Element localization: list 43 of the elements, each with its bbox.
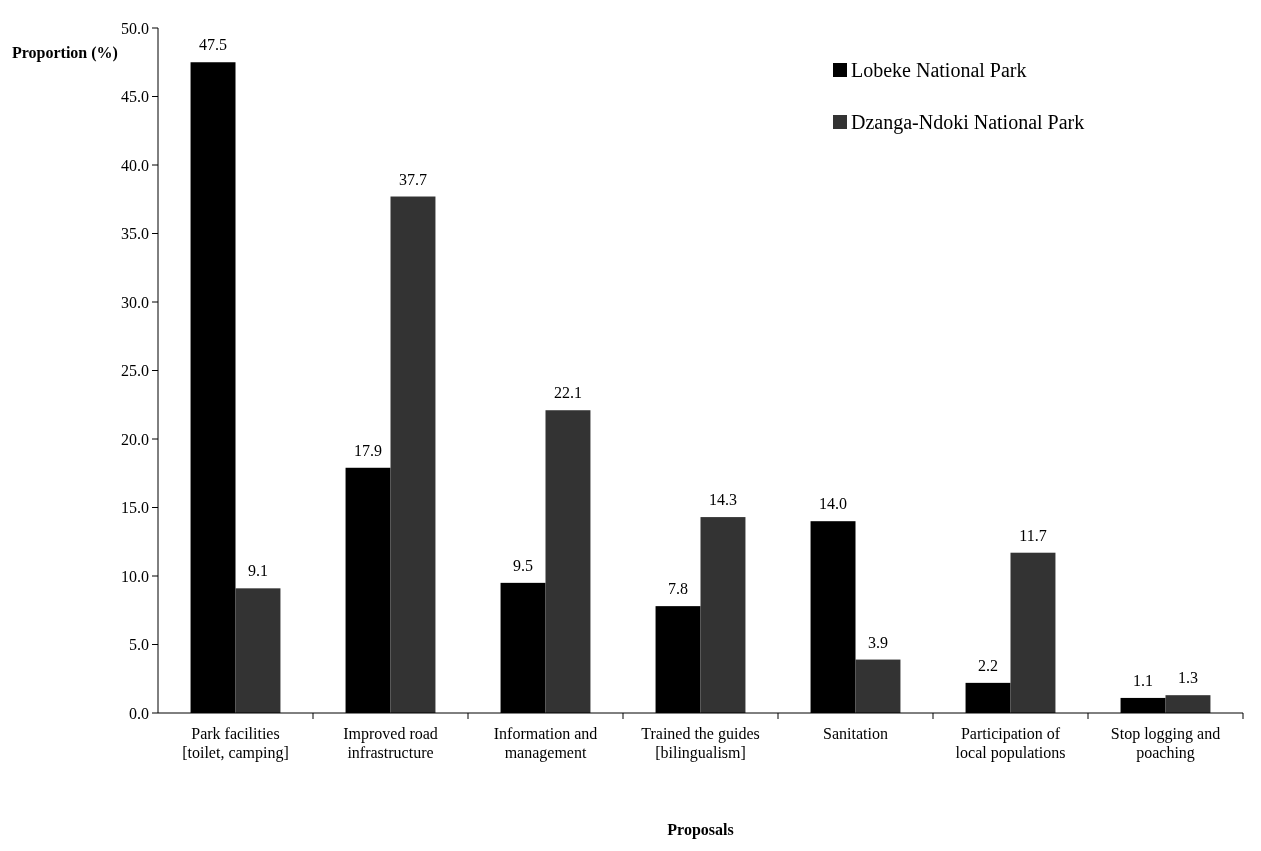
y-tick-label: 40.0 <box>121 156 149 174</box>
legend-label: Lobeke National Park <box>851 59 1027 81</box>
bar <box>1165 695 1211 713</box>
data-label: 17.9 <box>354 441 383 459</box>
bar <box>700 517 746 713</box>
y-tick-label: 25.0 <box>121 362 149 380</box>
bar <box>390 196 436 713</box>
x-axis-title: Proposals <box>667 821 734 839</box>
y-tick-label: 45.0 <box>121 88 149 106</box>
bar <box>545 410 591 713</box>
x-tick-label: Participation of local populations <box>955 725 1066 762</box>
data-label: 3.9 <box>867 633 888 651</box>
legend-label: Dzanga-Ndoki National Park <box>851 111 1085 134</box>
data-label: 9.5 <box>513 556 534 574</box>
data-label: 37.7 <box>398 170 427 188</box>
x-tick-label: Stop logging and poaching <box>1110 725 1221 762</box>
y-tick-label: 30.0 <box>121 293 149 311</box>
data-label: 11.7 <box>1019 526 1047 544</box>
data-label: 1.1 <box>1133 671 1154 689</box>
bar <box>235 588 281 713</box>
y-tick-label: 0.0 <box>129 704 149 722</box>
data-label: 7.8 <box>668 580 689 598</box>
data-label: 22.1 <box>553 384 582 402</box>
y-tick-label: 10.0 <box>121 567 149 585</box>
x-tick-label: Improved road infrastructure <box>343 725 438 761</box>
y-tick-label: 15.0 <box>121 499 149 517</box>
data-label: 47.5 <box>199 36 228 54</box>
y-tick-label: 20.0 <box>121 430 149 448</box>
y-axis-title: Proportion (%) <box>12 44 118 62</box>
bar <box>855 659 901 713</box>
data-label: 9.1 <box>247 562 268 580</box>
y-tick-label: 5.0 <box>129 636 149 654</box>
data-label: 1.3 <box>1177 669 1198 687</box>
data-label: 14.0 <box>819 495 848 513</box>
x-tick-label: Information and management <box>493 725 598 762</box>
x-tick-label: Park facilities [toilet, camping] <box>182 725 289 762</box>
y-tick-label: 35.0 <box>121 225 149 243</box>
y-tick-label: 50.0 <box>121 19 149 37</box>
x-tick-label: Trained the guides [bilingualism] <box>641 725 760 762</box>
bar <box>1010 552 1056 713</box>
x-tick-label: Sanitation <box>823 725 888 742</box>
data-label: 2.2 <box>978 656 999 674</box>
data-label: 14.3 <box>708 491 737 509</box>
